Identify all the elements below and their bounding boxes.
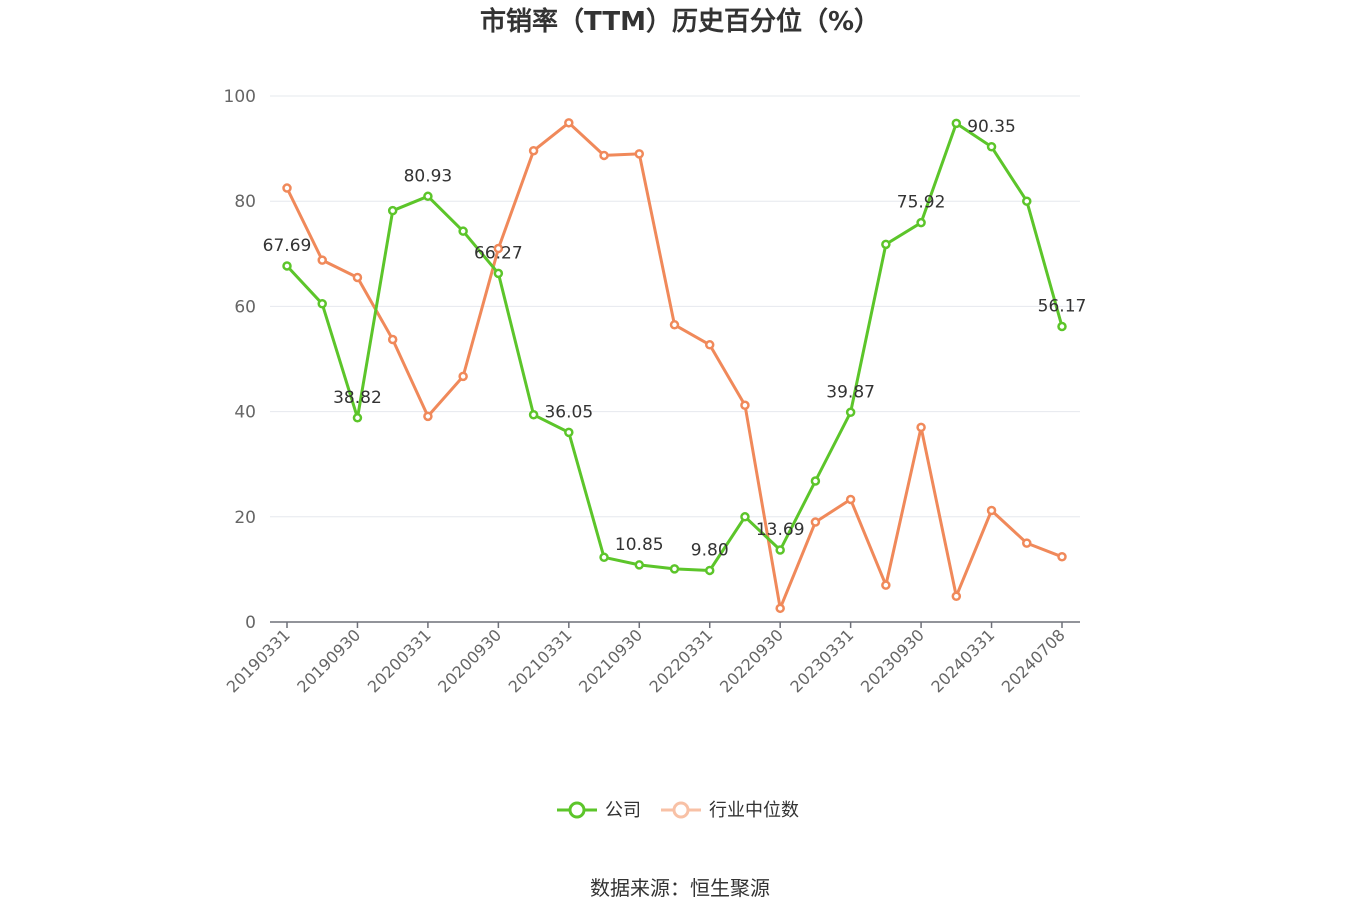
x-tick-label: 20220930 [716, 625, 787, 696]
data-point-industry[interactable] [458, 371, 468, 382]
data-point-company[interactable] [387, 205, 398, 216]
data-point-company[interactable] [1057, 321, 1067, 332]
data-point-industry[interactable] [317, 255, 327, 265]
data-point-company[interactable] [740, 512, 750, 522]
data-label: 36.05 [544, 402, 593, 422]
data-point-industry[interactable] [704, 340, 715, 350]
data-label: 39.87 [826, 382, 875, 402]
y-tick-label: 80 [234, 192, 256, 212]
data-label: 75.92 [897, 193, 946, 213]
data-point-company[interactable] [564, 427, 574, 438]
data-point-industry[interactable] [669, 320, 680, 330]
x-tick-label: 20200930 [434, 625, 505, 696]
data-point-company[interactable] [951, 118, 962, 129]
data-label: 38.82 [333, 388, 382, 408]
y-tick-label: 60 [234, 297, 256, 317]
data-point-company[interactable] [775, 545, 785, 555]
data-label: 56.17 [1038, 297, 1087, 317]
data-point-industry[interactable] [951, 591, 962, 601]
x-tick-label: 20190331 [223, 625, 294, 696]
legend: 公司 行业中位数 [557, 800, 799, 821]
data-point-company[interactable] [317, 299, 327, 309]
x-tick-label: 20210331 [505, 625, 576, 696]
data-label: 13.69 [756, 520, 805, 540]
series [282, 118, 1067, 614]
x-tick-label: 20230331 [786, 625, 857, 696]
x-tick-label: 20200331 [364, 625, 435, 696]
data-point-company[interactable] [1022, 196, 1032, 206]
legend-item-company[interactable]: 公司 [557, 800, 641, 821]
chart-title: 市销率（TTM）历史百分位（%） [480, 6, 880, 37]
data-label: 67.69 [263, 236, 312, 256]
series-line-industry [285, 121, 1063, 610]
data-point-industry[interactable] [810, 517, 821, 527]
data-point-company[interactable] [352, 413, 363, 423]
data-point-company[interactable] [810, 476, 821, 486]
data-point-company[interactable] [528, 410, 539, 420]
data-point-company[interactable] [634, 560, 645, 570]
data-label: 80.93 [404, 166, 453, 186]
grid [270, 95, 1080, 518]
data-point-industry[interactable] [528, 145, 539, 156]
x-tick-label: 20210930 [575, 625, 646, 696]
data-point-industry[interactable] [493, 243, 504, 254]
legend-industry-marker-icon [672, 801, 690, 819]
data-point-company[interactable] [493, 268, 504, 279]
data-point-company[interactable] [916, 217, 926, 228]
data-point-industry[interactable] [881, 580, 891, 590]
data-point-industry[interactable] [564, 118, 574, 128]
data-point-industry[interactable] [775, 603, 785, 614]
data-point-industry[interactable] [423, 411, 433, 422]
data-point-industry[interactable] [845, 494, 856, 505]
x-tick-label: 20240331 [927, 625, 998, 696]
data-point-company[interactable] [881, 239, 891, 250]
x-tick-label: 20230930 [857, 625, 928, 696]
legend-industry-label: 行业中位数 [709, 800, 799, 821]
data-point-company[interactable] [599, 552, 609, 563]
legend-company-label: 公司 [605, 800, 641, 821]
legend-item-industry[interactable]: 行业中位数 [661, 800, 799, 821]
data-point-industry[interactable] [740, 400, 750, 411]
y-axis: 0 20 40 60 80 100 [224, 87, 256, 633]
data-point-industry[interactable] [282, 183, 292, 193]
data-point-company[interactable] [845, 407, 856, 418]
data-label: 90.35 [967, 117, 1016, 137]
data-point-company[interactable] [669, 564, 680, 574]
data-point-industry[interactable] [599, 150, 609, 161]
y-tick-label: 20 [234, 508, 256, 528]
data-point-company[interactable] [282, 261, 292, 271]
data-point-industry[interactable] [634, 149, 645, 159]
data-point-industry[interactable] [1022, 538, 1032, 548]
x-axis: 20190331 20190930 20200331 20200930 20210331… [223, 621, 1080, 696]
data-point-industry[interactable] [352, 272, 363, 283]
data-point-industry[interactable] [986, 505, 997, 516]
data-point-industry[interactable] [1057, 552, 1067, 562]
data-label: 10.85 [615, 535, 664, 555]
data-labels: 67.69 38.82 80.93 66.27 36.05 10.85 9.80 13.69 3… [263, 117, 1087, 561]
data-point-company[interactable] [986, 142, 997, 152]
data-label: 9.80 [691, 540, 729, 560]
source-text: 数据来源：恒生聚源 [590, 876, 770, 900]
data-point-company[interactable] [423, 191, 433, 202]
x-tick-label: 20220331 [646, 625, 717, 696]
y-tick-label: 0 [245, 613, 256, 633]
data-point-industry[interactable] [916, 422, 926, 433]
data-point-industry[interactable] [387, 334, 398, 345]
data-point-company[interactable] [704, 565, 715, 576]
x-tick-label: 20240708 [998, 625, 1069, 696]
y-tick-label: 100 [224, 87, 256, 107]
legend-company-marker-icon [568, 801, 586, 819]
y-tick-label: 40 [234, 403, 256, 423]
data-point-company[interactable] [458, 226, 468, 236]
x-tick-label: 20190930 [293, 625, 364, 696]
data-label: 66.27 [474, 243, 523, 263]
series-line-company [285, 121, 1064, 572]
